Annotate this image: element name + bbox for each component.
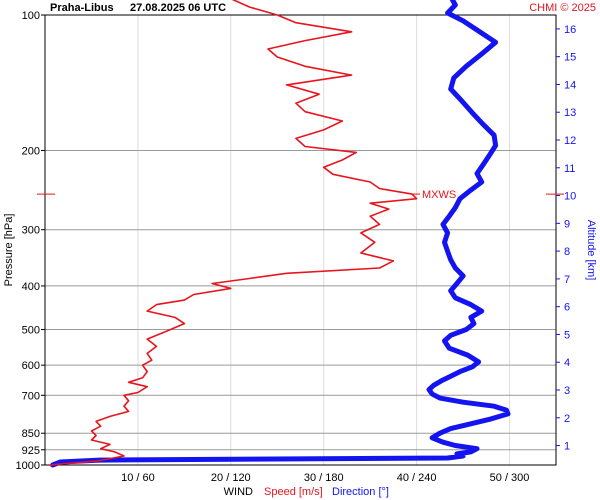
direction-series-line [50, 0, 511, 468]
x-tick-label: 30 / 180 [304, 472, 344, 484]
y2-tick-label: 10 [564, 191, 576, 203]
chmi-credit: CHMI © 2025 [529, 2, 596, 14]
y-tick-label: 600 [22, 360, 40, 372]
y-tick-label: 700 [22, 390, 40, 402]
y2-tick-label: 12 [564, 135, 576, 147]
plot-frame [44, 14, 557, 466]
mxws-label: MXWS [422, 189, 456, 201]
y2-tick-label: 3 [564, 385, 570, 397]
speed-series-line [49, 0, 418, 466]
y-tick-label: 925 [22, 445, 40, 457]
x-tick-label: 10 / 60 [121, 472, 155, 484]
station-name: Praha-Libus [50, 2, 114, 14]
y2-tick-label: 2 [564, 413, 570, 425]
y2-tick-label: 11 [564, 163, 575, 175]
y-tick-label: 200 [22, 145, 40, 157]
y-tick-label: 100 [22, 10, 40, 22]
axes: 10 / 60 20 / 120 30 / 180 40 / 240 50 / 300 1… [16, 10, 577, 484]
y2-axis-label: Altitude [km] [585, 220, 597, 281]
y-tick-label: 1000 [16, 460, 40, 472]
y-tick-label: 400 [22, 281, 40, 293]
y2-tick-label: 15 [564, 52, 576, 64]
y-tick-label: 850 [22, 428, 40, 440]
y2-tick-label: 4 [564, 357, 570, 369]
y2-tick-label: 5 [564, 329, 570, 341]
x-axis-label-speed: Speed [m/s] [264, 486, 323, 498]
y2-tick-label: 7 [564, 274, 570, 286]
y-tick-label: 300 [22, 225, 40, 237]
y2-tick-label: 13 [564, 107, 576, 119]
y-tick-label: 500 [22, 325, 40, 337]
y2-tick-label: 8 [564, 246, 570, 258]
y2-tick-label: 14 [564, 79, 576, 91]
y2-tick-label: 9 [564, 218, 570, 230]
x-axis-label-wind: WIND [224, 486, 253, 498]
series-group: MXWS [37, 0, 564, 468]
sounding-datetime: 27.08.2025 06 UTC [130, 2, 226, 14]
x-axis-label-direction: Direction [°] [332, 486, 389, 498]
x-tick-label: 20 / 120 [211, 472, 251, 484]
y2-tick-label: 16 [564, 24, 576, 36]
y-axis-label: Pressure [hPa] [3, 214, 15, 287]
y2-tick-label: 1 [564, 441, 570, 453]
x-tick-label: 50 / 300 [490, 472, 530, 484]
x-tick-label: 40 / 240 [397, 472, 437, 484]
y2-tick-label: 6 [564, 302, 570, 314]
